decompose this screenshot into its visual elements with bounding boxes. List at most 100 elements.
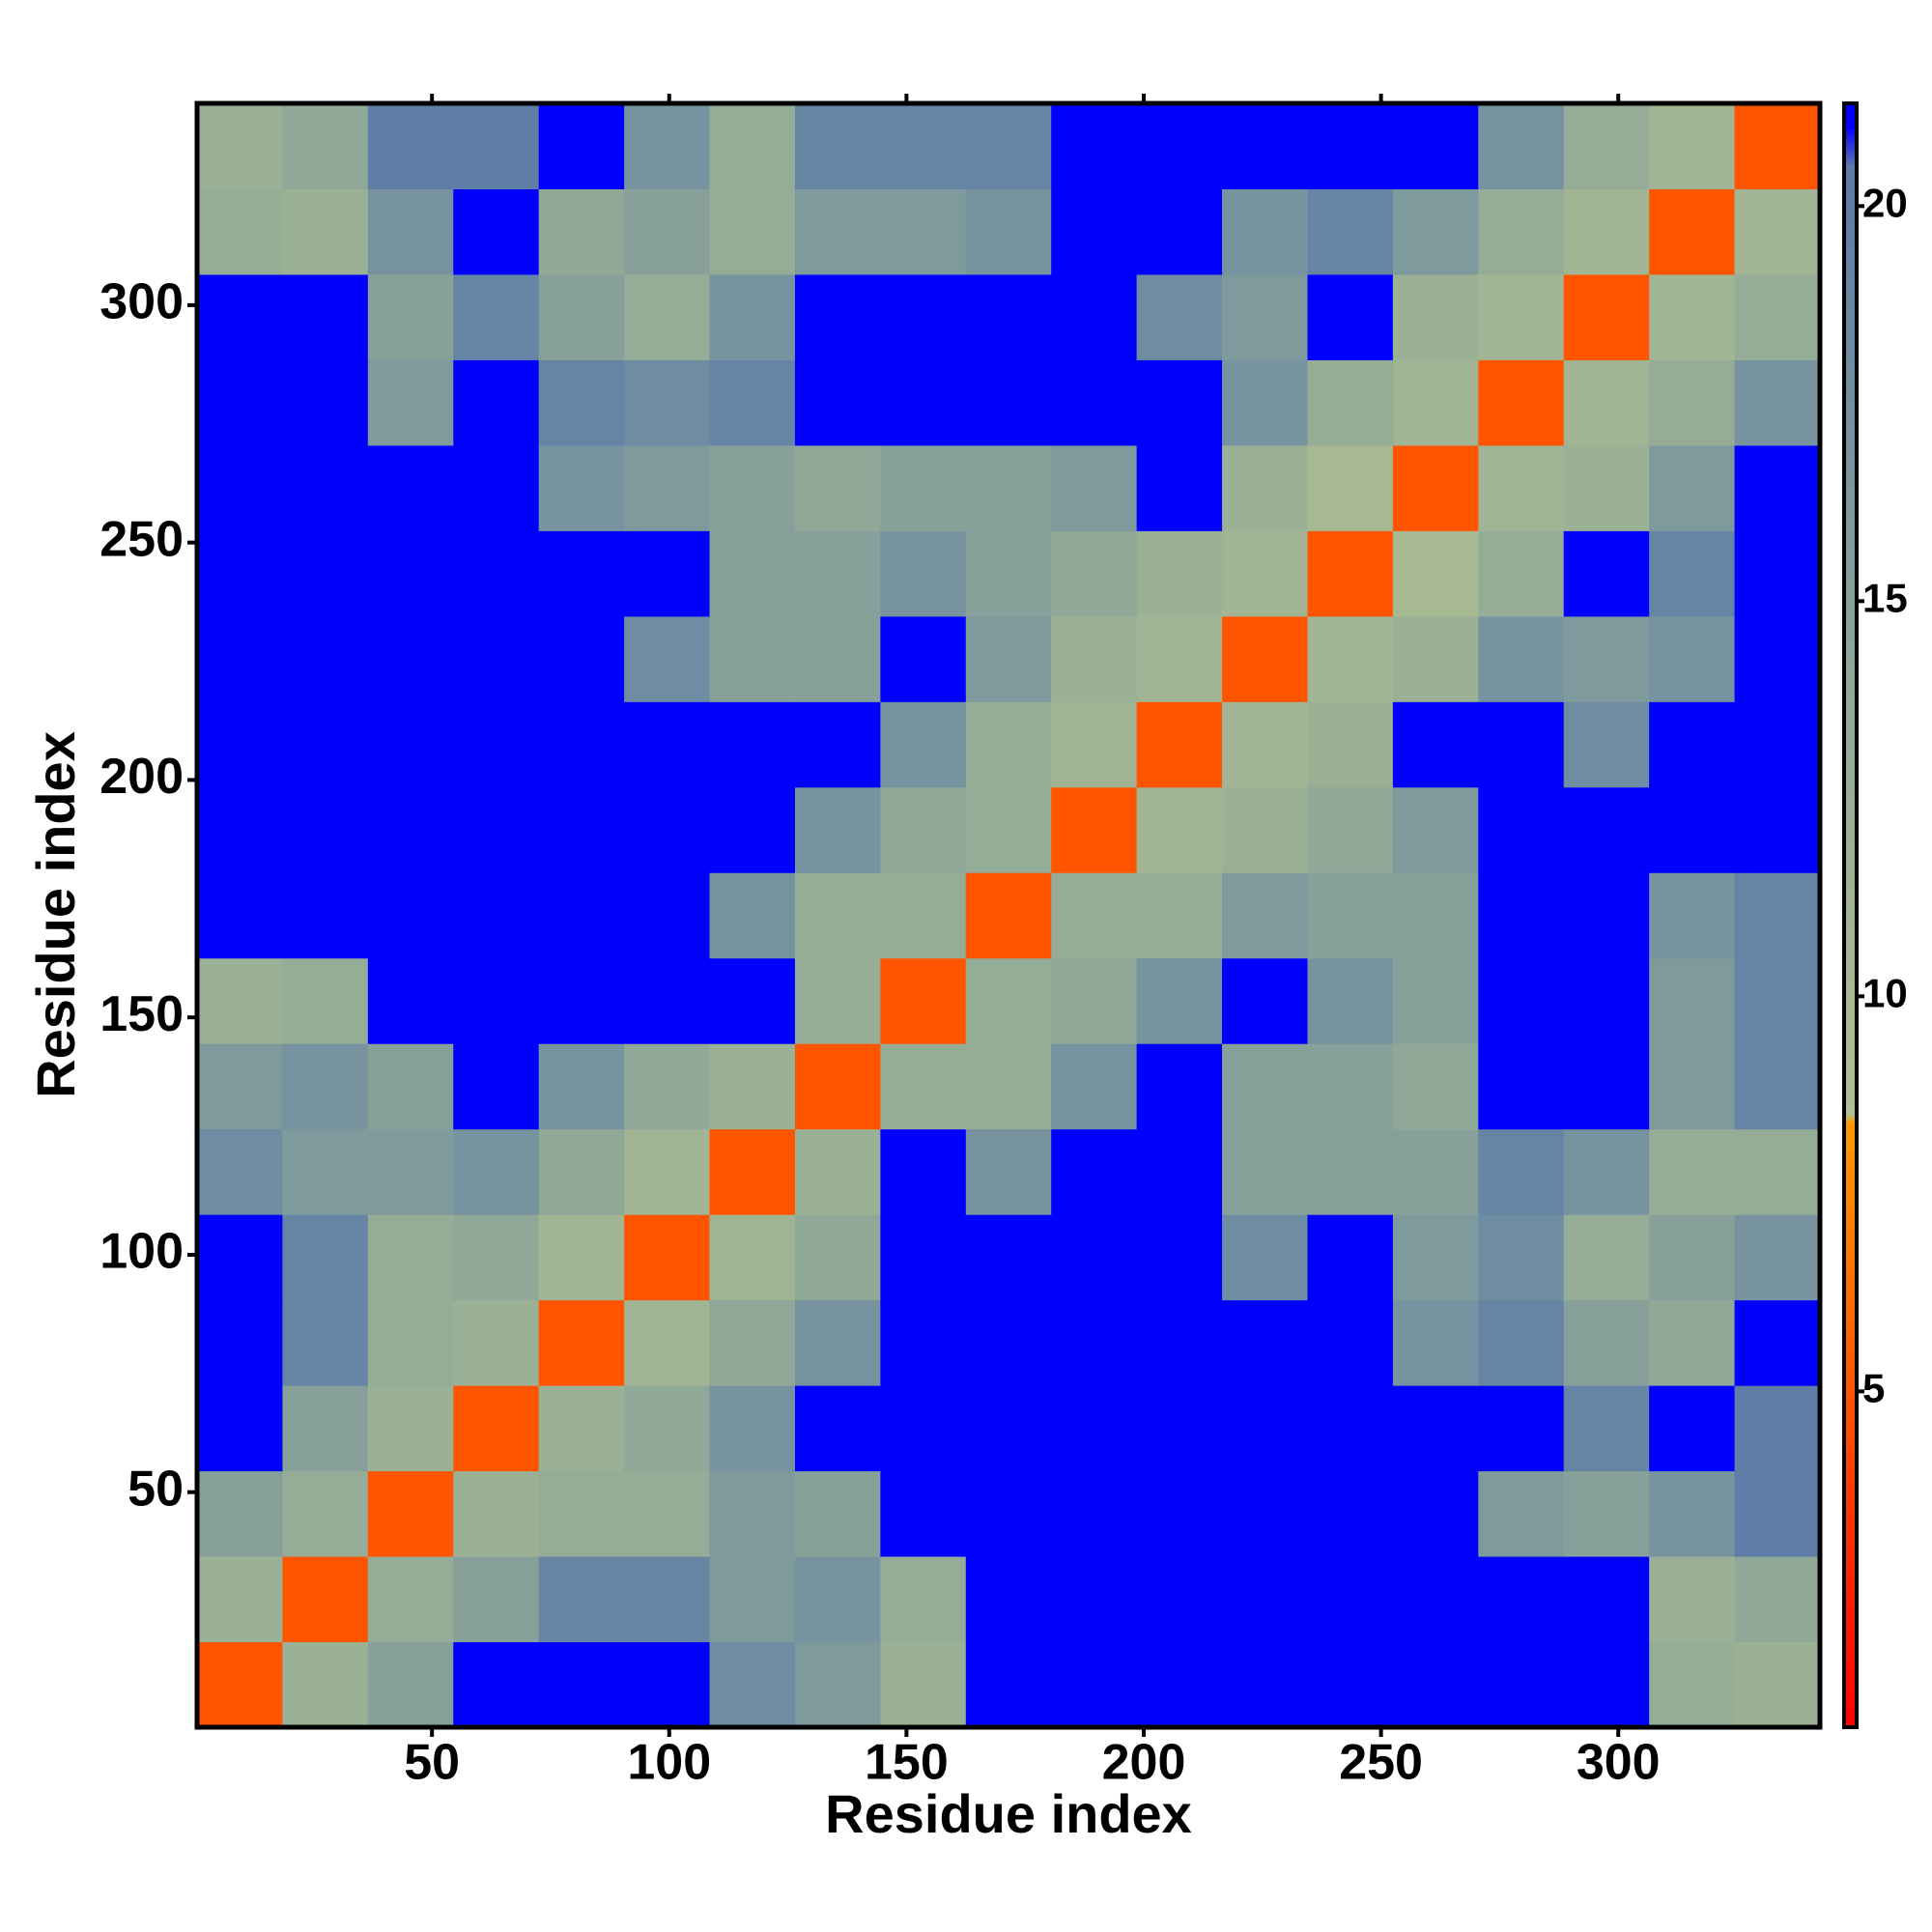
heatmap-cell bbox=[1478, 786, 1565, 873]
heatmap-cell bbox=[794, 188, 881, 275]
heatmap-cell bbox=[1649, 1214, 1736, 1301]
heatmap-cell bbox=[367, 1214, 454, 1301]
heatmap-cell bbox=[1478, 1385, 1565, 1472]
heatmap-cell bbox=[1222, 1043, 1308, 1130]
heatmap-cell bbox=[624, 1385, 711, 1472]
heatmap-cell bbox=[1478, 1128, 1565, 1215]
heatmap-cell bbox=[1734, 1214, 1821, 1301]
heatmap-cell bbox=[538, 872, 625, 959]
heatmap-cell bbox=[453, 1214, 540, 1301]
heatmap-cell bbox=[453, 1299, 540, 1386]
heatmap-cell bbox=[1478, 1470, 1565, 1557]
heatmap-cell bbox=[538, 701, 625, 788]
heatmap-cell bbox=[880, 957, 967, 1044]
heatmap-cell bbox=[965, 530, 1052, 617]
heatmap-cell bbox=[1222, 273, 1308, 360]
heatmap-cell bbox=[197, 1556, 283, 1643]
heatmap-cell bbox=[1392, 530, 1479, 617]
heatmap-cell bbox=[709, 957, 796, 1044]
heatmap-cell bbox=[197, 1470, 283, 1557]
heatmap-cell bbox=[1478, 444, 1565, 531]
heatmap-cell bbox=[709, 273, 796, 360]
heatmap-cell bbox=[453, 1556, 540, 1643]
heatmap-cell bbox=[1307, 786, 1394, 873]
heatmap-cell bbox=[197, 103, 283, 189]
heatmap-cell bbox=[1136, 1385, 1223, 1472]
heatmap-cell bbox=[367, 615, 454, 702]
colorbar-tick-label: 20 bbox=[1862, 180, 1908, 225]
heatmap-cell bbox=[538, 1556, 625, 1643]
heatmap-cell bbox=[1563, 188, 1650, 275]
heatmap-cell bbox=[197, 273, 283, 360]
heatmap-cell bbox=[624, 615, 711, 702]
heatmap-cell bbox=[1136, 957, 1223, 1044]
heatmap-cell bbox=[624, 273, 711, 360]
heatmap-cell bbox=[1478, 188, 1565, 275]
heatmap-cell bbox=[453, 103, 540, 189]
heatmap-cell bbox=[880, 444, 967, 531]
heatmap-cell bbox=[197, 872, 283, 959]
heatmap-cell bbox=[1563, 786, 1650, 873]
heatmap-cell bbox=[197, 1214, 283, 1301]
heatmap-cell bbox=[197, 1128, 283, 1215]
heatmap-cell bbox=[880, 1214, 967, 1301]
heatmap-cell bbox=[965, 615, 1052, 702]
heatmap-cell bbox=[794, 1556, 881, 1643]
heatmap-cell bbox=[1478, 1641, 1565, 1728]
heatmap-cell bbox=[1392, 1214, 1479, 1301]
heatmap-cell bbox=[1734, 1299, 1821, 1386]
heatmap-cell bbox=[794, 530, 881, 617]
heatmap-cell bbox=[1307, 188, 1394, 275]
heatmap-cell bbox=[282, 188, 369, 275]
heatmap-cell bbox=[1307, 872, 1394, 959]
heatmap-cell bbox=[1563, 444, 1650, 531]
y-tick-label: 300 bbox=[99, 274, 184, 330]
heatmap-cell bbox=[1392, 1299, 1479, 1386]
heatmap-cell bbox=[624, 872, 711, 959]
heatmap-cell bbox=[709, 103, 796, 189]
heatmap-cell bbox=[197, 701, 283, 788]
heatmap-cell bbox=[453, 957, 540, 1044]
heatmap-cell bbox=[1478, 273, 1565, 360]
heatmap-cell bbox=[1051, 1385, 1138, 1472]
heatmap-cell bbox=[1307, 1299, 1394, 1386]
heatmap-cell bbox=[794, 786, 881, 873]
heatmap-cell bbox=[1563, 872, 1650, 959]
heatmap-cell bbox=[709, 188, 796, 275]
heatmap-cell bbox=[624, 188, 711, 275]
heatmap-cell bbox=[709, 1128, 796, 1215]
heatmap-cell bbox=[1136, 1128, 1223, 1215]
heatmap-cell bbox=[367, 1385, 454, 1472]
heatmap-cell bbox=[709, 359, 796, 446]
heatmap-cell bbox=[1307, 444, 1394, 531]
heatmap-cell bbox=[1478, 957, 1565, 1044]
heatmap-cell bbox=[1222, 1470, 1308, 1557]
heatmap-cell bbox=[538, 957, 625, 1044]
heatmap-cell bbox=[282, 872, 369, 959]
heatmap-cell bbox=[880, 1641, 967, 1728]
heatmap-cell bbox=[453, 701, 540, 788]
heatmap-cell bbox=[367, 701, 454, 788]
heatmap-cell bbox=[1136, 359, 1223, 446]
heatmap-cell bbox=[1563, 103, 1650, 189]
heatmap-cell bbox=[1222, 872, 1308, 959]
heatmap-cell bbox=[282, 359, 369, 446]
heatmap-cell bbox=[1563, 530, 1650, 617]
heatmap-cell bbox=[880, 786, 967, 873]
heatmap-cell bbox=[1136, 530, 1223, 617]
heatmap-cell bbox=[880, 1043, 967, 1130]
heatmap-cell bbox=[1734, 1043, 1821, 1130]
heatmap-cell bbox=[1649, 359, 1736, 446]
heatmap-cell bbox=[1649, 444, 1736, 531]
heatmap-cell bbox=[282, 701, 369, 788]
heatmap-cell bbox=[453, 615, 540, 702]
heatmap-cell bbox=[1649, 1641, 1736, 1728]
heatmap-cell bbox=[1734, 530, 1821, 617]
heatmap-cell bbox=[624, 1556, 711, 1643]
heatmap-cell bbox=[1136, 103, 1223, 189]
heatmap-cell bbox=[709, 444, 796, 531]
heatmap-cell bbox=[538, 188, 625, 275]
heatmap-cell bbox=[1734, 701, 1821, 788]
